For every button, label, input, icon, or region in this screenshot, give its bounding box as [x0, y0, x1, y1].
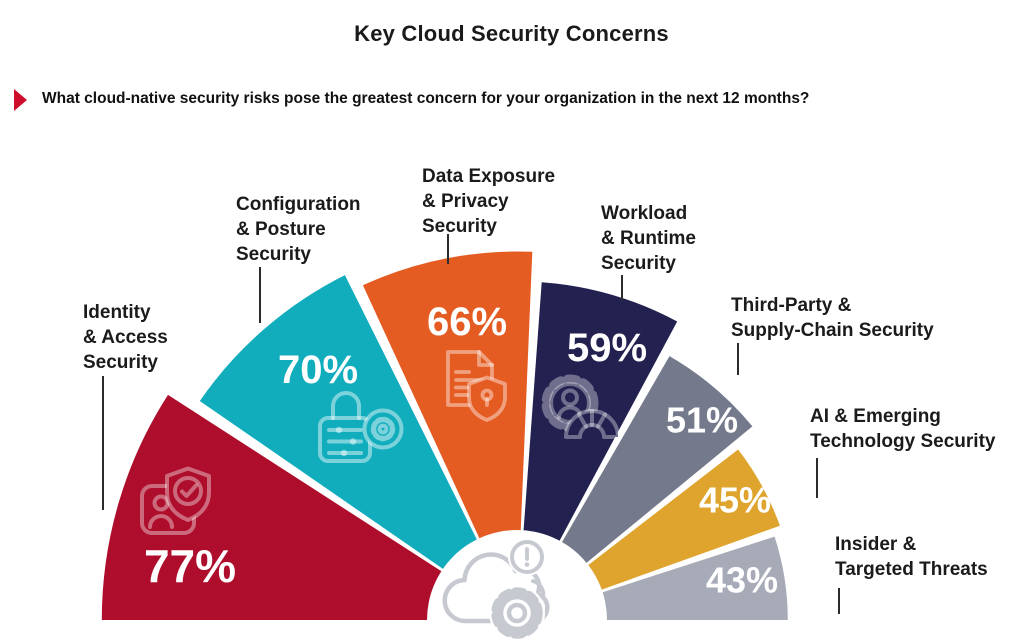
page-title: Key Cloud Security Concerns — [354, 21, 669, 46]
pct-label-configuration-posture: 70% — [278, 348, 358, 392]
leader-line-identity-access — [102, 376, 104, 510]
pct-label-insider-targeted: 43% — [706, 560, 778, 601]
leader-line-data-exposure-privacy — [447, 234, 449, 264]
chart-wedges — [101, 251, 788, 621]
pct-label-identity-access: 77% — [144, 540, 236, 592]
wedge-configuration-posture — [199, 275, 518, 620]
question-row: What cloud-native security risks pose th… — [14, 88, 974, 111]
wedge-data-exposure-privacy — [362, 251, 533, 621]
leader-line-third-party-supply-chain — [737, 343, 739, 375]
wedge-workload-runtime — [517, 282, 678, 620]
padlock-sliders-gear-icon — [318, 391, 404, 463]
red-arrow-marker-icon — [14, 89, 27, 111]
segment-label-workload-runtime: Workload & Runtime Security — [601, 203, 696, 275]
pct-label-workload-runtime: 59% — [567, 326, 647, 370]
wedge-identity-access — [101, 394, 517, 620]
question-text: What cloud-native security risks pose th… — [42, 90, 810, 107]
document-shield-keyhole-icon — [446, 350, 507, 422]
leader-line-configuration-posture — [259, 267, 261, 323]
segment-label-insider-targeted: Insider & Targeted Threats — [835, 534, 988, 581]
segment-label-ai-emerging-tech: AI & Emerging Technology Security — [810, 406, 996, 453]
segment-label-third-party-supply-chain: Third-Party & Supply-Chain Security — [731, 295, 934, 342]
percentage-labels: 77% 70% 66% 59% 51% 45% 43% — [144, 300, 778, 601]
pct-label-ai-emerging-tech: 45% — [699, 480, 771, 521]
cloud-alert-gear-icon — [442, 538, 550, 641]
segment-label-configuration-posture: Configuration & Posture Security — [236, 194, 361, 266]
gear-user-pipeline-icon — [541, 374, 620, 439]
leader-line-workload-runtime — [621, 275, 623, 301]
pct-label-data-exposure-privacy: 66% — [427, 300, 507, 344]
leader-line-insider-targeted — [838, 588, 840, 614]
pct-label-third-party-supply-chain: 51% — [666, 400, 738, 441]
segment-label-data-exposure-privacy: Data Exposure & Privacy Security — [422, 166, 556, 238]
leader-line-ai-emerging-tech — [816, 458, 818, 498]
id-card-shield-check-icon — [140, 466, 211, 535]
segment-label-identity-access: Identity & Access Security — [83, 302, 168, 374]
